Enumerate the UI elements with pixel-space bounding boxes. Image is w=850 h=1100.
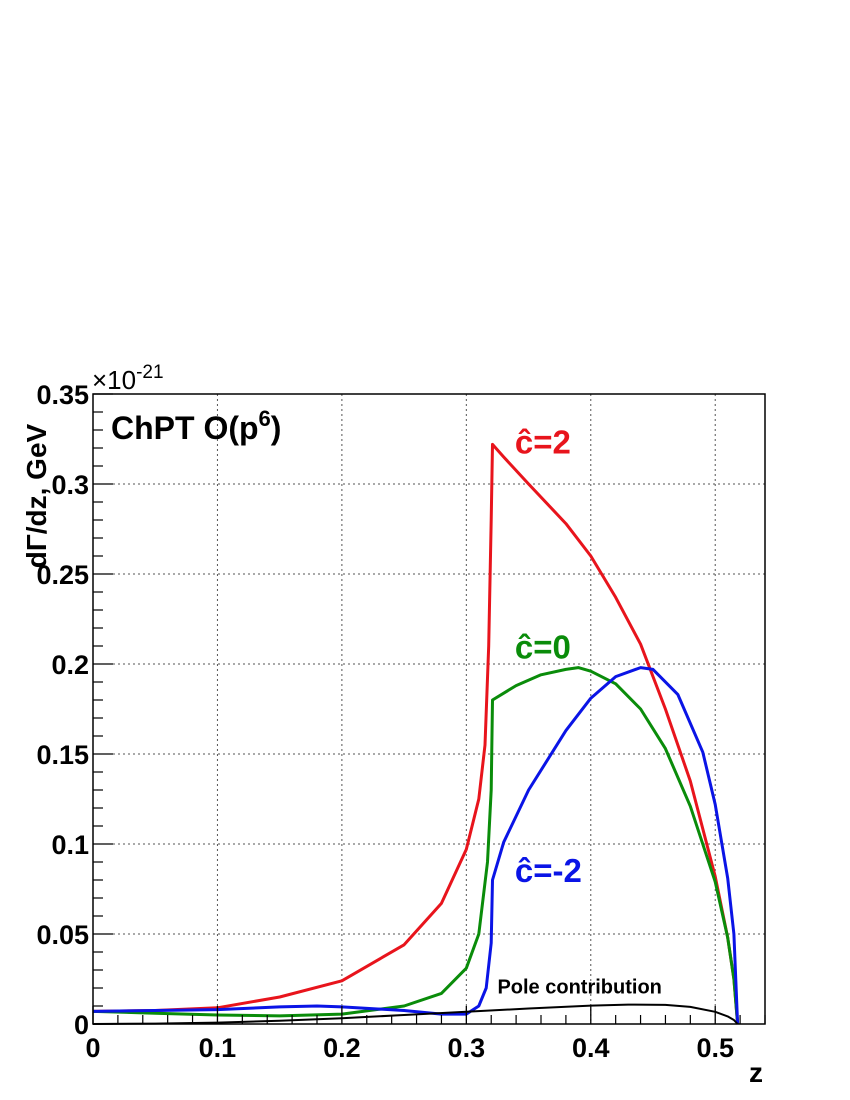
- x-tick-label: 0.4: [572, 1033, 610, 1063]
- y-multiplier-exponent: -21: [136, 362, 163, 383]
- pole-contribution-label: Pole contribution: [497, 976, 661, 998]
- series-label-1: ĉ=0: [515, 629, 571, 666]
- series-label-0: ĉ=2: [515, 423, 571, 460]
- series-label-2: ĉ=-2: [515, 852, 582, 889]
- y-tick-label: 0.1: [51, 830, 89, 860]
- y-tick-label: 0: [74, 1010, 89, 1040]
- x-tick-label: 0: [85, 1033, 100, 1063]
- x-tick-label: 0.2: [323, 1033, 361, 1063]
- x-axis-title: z: [749, 1057, 763, 1088]
- y-tick-label: 0.05: [36, 920, 89, 950]
- y-axis-multiplier: ×10-21: [92, 362, 164, 395]
- tick-labels: 0 0.1 0.2 0.3 0.4 0.5 0 0.05 0.1 0.15 0.2 0.25 0.3 0.…: [36, 380, 734, 1063]
- chart-title-suffix: ): [271, 410, 282, 446]
- series-line-0: [92, 442, 740, 1025]
- series-line-2: [92, 666, 740, 1025]
- series-lines: [92, 442, 740, 1025]
- y-multiplier-base: ×10: [92, 365, 136, 395]
- grid: [93, 394, 765, 1024]
- series-line-3: [92, 1003, 739, 1025]
- chart-title: ChPT O(p6): [111, 406, 281, 446]
- y-tick-label: 0.3: [51, 470, 89, 500]
- series-labels: ĉ=2 ĉ=0 ĉ=-2 Pole contribution: [497, 423, 661, 998]
- y-tick-label: 0.35: [36, 380, 89, 410]
- x-tick-label: 0.1: [199, 1033, 237, 1063]
- chart-title-superscript: 6: [259, 406, 271, 431]
- y-axis-title: dΓ/dz, GeV: [21, 423, 52, 568]
- y-tick-label: 0.2: [51, 650, 89, 680]
- y-tick-label: 0.15: [36, 740, 89, 770]
- chart-title-main: ChPT O(p: [111, 410, 259, 446]
- y-tick-label: 0.25: [36, 560, 89, 590]
- series-line-1: [92, 666, 740, 1025]
- axis-ticks: [92, 393, 766, 1025]
- x-tick-label: 0.5: [696, 1033, 734, 1063]
- plot-frame: [92, 393, 766, 1025]
- x-tick-label: 0.3: [448, 1033, 486, 1063]
